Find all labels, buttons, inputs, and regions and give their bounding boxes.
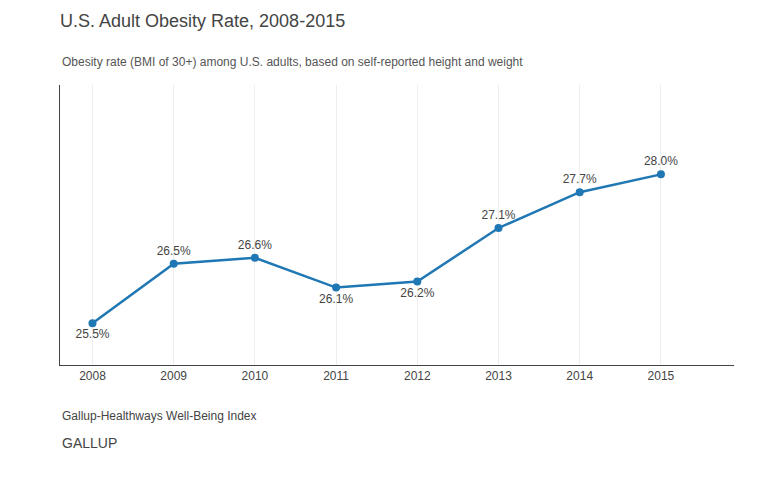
svg-text:26.2%: 26.2% [400, 286, 434, 300]
svg-text:27.7%: 27.7% [563, 172, 597, 186]
svg-text:2010: 2010 [242, 369, 269, 383]
svg-text:2011: 2011 [323, 369, 349, 383]
svg-text:2008: 2008 [79, 369, 106, 383]
svg-text:GALLUP: GALLUP [62, 435, 117, 451]
svg-text:U.S. Adult Obesity Rate, 2008-: U.S. Adult Obesity Rate, 2008-2015 [60, 11, 345, 31]
svg-text:2013: 2013 [485, 369, 512, 383]
svg-text:2012: 2012 [404, 369, 431, 383]
svg-text:28.0%: 28.0% [644, 154, 678, 168]
svg-text:26.1%: 26.1% [319, 292, 353, 306]
svg-text:2015: 2015 [648, 369, 675, 383]
svg-text:27.1%: 27.1% [481, 208, 515, 222]
svg-text:2009: 2009 [160, 369, 187, 383]
svg-text:2014: 2014 [566, 369, 593, 383]
svg-text:Obesity rate (BMI of 30+) amon: Obesity rate (BMI of 30+) among U.S. adu… [62, 55, 523, 69]
svg-text:26.6%: 26.6% [238, 238, 272, 252]
svg-text:Gallup-Healthways Well-Being I: Gallup-Healthways Well-Being Index [62, 409, 257, 423]
svg-text:25.5%: 25.5% [75, 327, 109, 341]
svg-text:26.5%: 26.5% [157, 244, 191, 258]
